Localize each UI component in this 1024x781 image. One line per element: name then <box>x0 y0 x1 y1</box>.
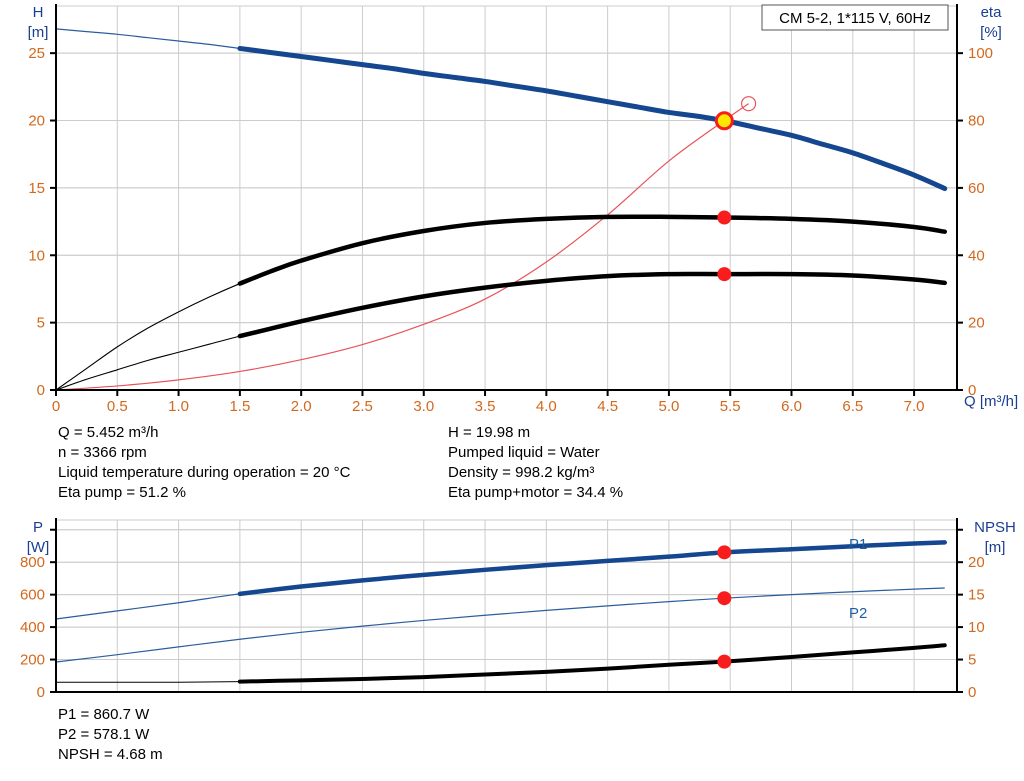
y-tick-label-right: 10 <box>968 619 985 636</box>
x-tick-label: 1.0 <box>168 398 189 415</box>
curve-p2 <box>55 587 945 663</box>
bottom-chart-group: 0 200 400 600 800 0 5 10 15 20 P [W] NPSH [m] P1 P2 <box>20 518 1016 701</box>
y-tick-label-left: 5 <box>37 315 45 332</box>
x-axis-title: Q [m³/h] <box>964 393 1018 410</box>
top-info-left: Q = 5.452 m³/h n = 3366 rpm Liquid tempe… <box>58 423 350 503</box>
eta-pump-motor-point-marker <box>717 210 732 225</box>
y-axis-right-unit: [%] <box>980 24 1002 41</box>
y-tick-label-left: 0 <box>37 382 45 399</box>
y-tick-label-right: 60 <box>968 180 985 197</box>
info-flow: Q = 5.452 m³/h <box>58 424 159 441</box>
x-tick-label: 6.5 <box>842 398 863 415</box>
x-tick-label: 6.0 <box>781 398 802 415</box>
y-tick-label-left: 600 <box>20 587 45 604</box>
info-p1: P1 = 860.7 W <box>58 706 150 723</box>
y-tick-label-left: 25 <box>28 45 45 62</box>
x-tick-label: 2.5 <box>352 398 373 415</box>
y-axis-left-title: P <box>33 519 43 536</box>
curve-eta-pump <box>55 103 749 391</box>
y-tick-label-right: 40 <box>968 247 985 264</box>
curve-highlight-npsh <box>237 643 947 684</box>
eta-pump-point-marker <box>717 267 732 282</box>
curve-highlight-h-head- <box>237 45 948 192</box>
bottom-info: P1 = 860.7 W P2 = 578.1 W NPSH = 4.68 m <box>58 705 163 765</box>
info-head: H = 19.98 m <box>448 424 531 441</box>
x-tick-label: 2.0 <box>291 398 312 415</box>
y-axis-left-unit: [W] <box>27 539 50 556</box>
y-tick-label-right: 5 <box>968 652 976 669</box>
y-tick-label-left: 400 <box>20 619 45 636</box>
top-info-right: H = 19.98 m Pumped liquid = Water Densit… <box>448 423 623 503</box>
curve-highlight-eta-pump-motor <box>237 214 947 286</box>
curve-label-p1: P1 <box>849 536 867 553</box>
curve-p1 <box>55 541 945 620</box>
x-tick-label: 0 <box>52 398 60 415</box>
y-tick-label-right: 20 <box>968 554 985 571</box>
eta-max-point-marker <box>741 96 757 112</box>
y-axis-right-title: NPSH <box>974 519 1016 536</box>
curve-label-p2: P2 <box>849 605 867 622</box>
y-axis-left-unit: [m] <box>28 24 49 41</box>
duty-point-marker[interactable] <box>714 111 734 131</box>
y-tick-label-right: 100 <box>968 45 993 62</box>
info-speed: n = 3366 rpm <box>58 444 147 461</box>
x-tick-label: 5.5 <box>720 398 741 415</box>
curve-eta-pump-motor <box>55 216 945 391</box>
y-tick-label-right: 0 <box>968 382 976 399</box>
model-title-box <box>761 4 949 31</box>
info-npsh: NPSH = 4.68 m <box>58 746 163 763</box>
curve-highlight-p1 <box>237 540 947 597</box>
y-tick-label-left: 0 <box>37 684 45 701</box>
curve-highlight-eta-pump-motor-lower <box>237 271 947 339</box>
p2-duty-point-marker <box>717 591 732 606</box>
p1-duty-point-marker <box>717 545 732 560</box>
x-tick-label: 1.5 <box>229 398 250 415</box>
x-tick-label: 5.0 <box>658 398 679 415</box>
x-tick-label: 3.0 <box>413 398 434 415</box>
info-liquid-temperature: Liquid temperature during operation = 20… <box>58 464 351 481</box>
x-tick-label: 4.5 <box>597 398 618 415</box>
y-tick-label-right: 0 <box>968 684 976 701</box>
y-axis-right-title: eta <box>981 4 1003 21</box>
x-tick-label: 0.5 <box>107 398 128 415</box>
x-tick-label: 3.5 <box>475 398 496 415</box>
model-title-text: CM 5-2, 1*115 V, 60Hz <box>779 10 931 27</box>
y-tick-label-left: 10 <box>28 247 45 264</box>
y-tick-label-left: 20 <box>28 113 45 130</box>
info-density: Density = 998.2 kg/m³ <box>448 464 595 481</box>
top-chart-group: 0 5 10 15 20 25 0 20 40 60 80 100 0 0.5 1.0 1.5 2.0 2.5 3.… <box>28 4 1018 415</box>
y-tick-label-left: 200 <box>20 652 45 669</box>
head-efficiency-chart: 0 5 10 15 20 25 0 20 40 60 80 100 0 0.5 1.0 1.5 2.0 2.5 3.… <box>28 4 1018 415</box>
info-eta-pump: Eta pump = 51.2 % <box>58 484 186 501</box>
y-axis-right-unit: [m] <box>985 539 1006 556</box>
y-tick-label-right: 20 <box>968 315 985 332</box>
y-tick-label-right: 80 <box>968 113 985 130</box>
info-pumped-liquid: Pumped liquid = Water <box>448 444 600 461</box>
x-tick-label: 4.0 <box>536 398 557 415</box>
npsh-duty-point-marker <box>717 654 732 669</box>
x-tick-label: 7.0 <box>904 398 925 415</box>
power-npsh-chart: 0 200 400 600 800 0 5 10 15 20 P [W] NPSH [m] P1 P2 <box>20 518 1016 701</box>
info-p2: P2 = 578.1 W <box>58 726 150 743</box>
y-tick-label-left: 15 <box>28 180 45 197</box>
y-axis-left-title: H <box>33 4 44 21</box>
curve-npsh <box>56 644 945 683</box>
y-tick-label-left: 800 <box>20 554 45 571</box>
info-eta-pump-motor: Eta pump+motor = 34.4 % <box>448 484 624 501</box>
y-tick-label-right: 15 <box>968 587 985 604</box>
